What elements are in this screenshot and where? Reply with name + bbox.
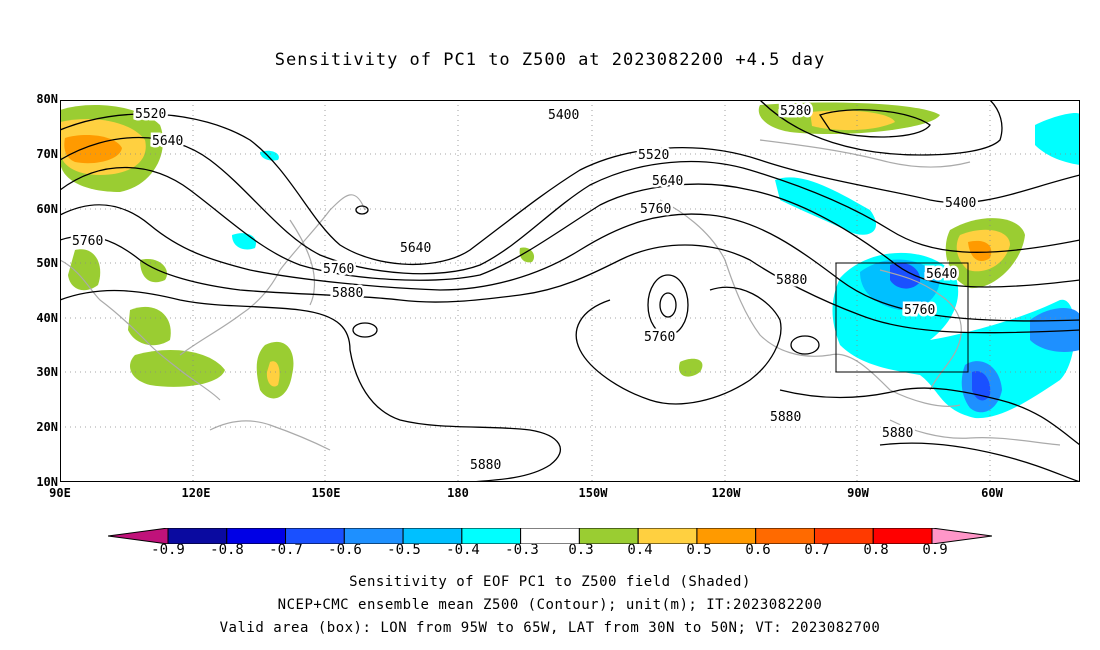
shading-layer (60, 102, 1080, 419)
map-title: Sensitivity of PC1 to Z500 at 2023082200… (274, 50, 826, 70)
lon-label-60w: 60W (981, 486, 1003, 500)
colorbar-label: 0.9 (922, 542, 948, 558)
contour-label: 5880 (470, 458, 501, 473)
negative-region-subtropic-max (972, 371, 991, 401)
colorbar-label: -0.9 (151, 542, 185, 558)
negative-region-okhotsk (260, 150, 279, 161)
lat-label-80n: 80N (36, 92, 58, 106)
valid-area-box (835, 262, 969, 373)
contour-label: 5880 (332, 286, 363, 301)
contour-label: 5880 (776, 273, 807, 288)
lon-label-150w: 150W (578, 486, 608, 500)
negative-region-east (1030, 308, 1080, 352)
lat-label-20n: 20N (36, 420, 58, 434)
contour-label: 5760 (644, 330, 675, 345)
colorbar-label: -0.5 (387, 542, 421, 558)
coastline-layer (60, 139, 1061, 451)
lat-label-10n: 10N (36, 475, 58, 489)
lon-label-180: 180 (447, 486, 469, 500)
colorbar-label: 0.7 (804, 542, 830, 558)
positive-region-taiwan-core (266, 361, 280, 387)
colorbar-label: -0.8 (210, 542, 244, 558)
lat-label-40n: 40N (36, 311, 58, 325)
lon-label-120w: 120W (711, 486, 741, 500)
lat-label-30n: 30N (36, 365, 58, 379)
lon-label-90w: 90W (847, 486, 869, 500)
lat-label-60n: 60N (36, 202, 58, 216)
contour-label: 5760 (72, 234, 103, 249)
contour-label: 5640 (652, 174, 683, 189)
colorbar-label: 0.5 (686, 542, 712, 558)
positive-region-atlantic-max (968, 240, 992, 262)
lon-label-120e: 120E (181, 486, 211, 500)
map-plot: 5520 5640 5400 5280 5520 5640 5760 5400 … (60, 100, 1080, 482)
positive-region-south-asia (128, 306, 171, 346)
caption-line-2: NCEP+CMC ensemble mean Z500 (Contour); u… (277, 597, 823, 613)
contour-label: 5760 (323, 262, 354, 277)
colorbar-cells (167, 528, 933, 544)
contour-label: 5880 (770, 410, 801, 425)
colorbar-label: -0.6 (328, 542, 362, 558)
contour-label: 5520 (638, 148, 669, 163)
negative-region-max (890, 262, 921, 289)
positive-region-mexico (679, 358, 703, 377)
contour-label: 5280 (780, 104, 811, 119)
caption-line-3: Valid area (box): LON from 95W to 65W, L… (219, 620, 881, 636)
positive-region-pacific (519, 247, 535, 263)
negative-region-canada (775, 177, 877, 235)
positive-region-siberia-max (64, 135, 122, 164)
colorbar-label: 0.4 (627, 542, 653, 558)
contour-label: 5640 (926, 267, 957, 282)
caption-line-1: Sensitivity of EOF PC1 to Z500 field (Sh… (349, 574, 751, 590)
colorbar-max-triangle (931, 528, 992, 544)
negative-region-japan (232, 233, 256, 250)
colorbar-label: 0.6 (745, 542, 771, 558)
contour-label: 5400 (548, 108, 579, 123)
contour-label: 5640 (152, 134, 183, 149)
colorbar-label: -0.7 (269, 542, 303, 558)
positive-region-arctic-core (810, 110, 895, 131)
negative-region-greenland (1035, 113, 1080, 165)
lon-label-150e: 150E (311, 486, 341, 500)
colorbar-label: -0.4 (446, 542, 480, 558)
contour-layer (60, 100, 1080, 482)
lat-label-70n: 70N (36, 147, 58, 161)
contour-label: 5760 (904, 303, 935, 318)
contour-label: 5640 (400, 241, 431, 256)
colorbar-label: -0.3 (505, 542, 539, 558)
contour-label: 5880 (882, 426, 913, 441)
contour-label: 5400 (945, 196, 976, 211)
positive-region-india (68, 249, 101, 291)
colorbar (108, 528, 992, 544)
contour-label: 5520 (135, 107, 166, 122)
colorbar-label: 0.8 (863, 542, 889, 558)
contour-label-layer: 5520 5640 5400 5280 5520 5640 5760 5400 … (70, 102, 979, 476)
lon-label-90e: 90E (49, 486, 71, 500)
lat-label-50n: 50N (36, 256, 58, 270)
colorbar-label: 0.3 (568, 542, 594, 558)
contour-label: 5760 (640, 202, 671, 217)
